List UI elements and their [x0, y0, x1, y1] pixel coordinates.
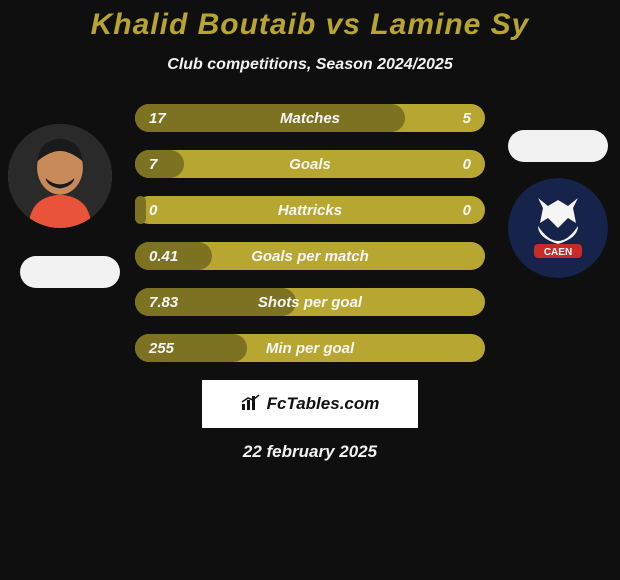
stat-label: Min per goal	[135, 340, 485, 357]
stat-bars: 17Matches57Goals00Hattricks00.41Goals pe…	[135, 104, 485, 362]
chart-icon	[241, 394, 261, 415]
avatar-svg	[8, 124, 112, 228]
footer-site-text: FcTables.com	[267, 394, 380, 414]
footer-site-badge: FcTables.com	[202, 380, 418, 428]
stat-label: Goals per match	[135, 248, 485, 265]
stat-row: 0Hattricks0	[135, 196, 485, 224]
stat-row: 7Goals0	[135, 150, 485, 178]
stat-right-value: 0	[463, 156, 471, 173]
stat-row: 7.83Shots per goal	[135, 288, 485, 316]
player-left-avatar	[8, 124, 112, 228]
comparison-infographic: Khalid Boutaib vs Lamine Sy Club competi…	[0, 0, 620, 580]
stat-right-value: 0	[463, 202, 471, 219]
page-title: Khalid Boutaib vs Lamine Sy	[0, 8, 620, 42]
stat-label: Goals	[135, 156, 485, 173]
stat-label: Hattricks	[135, 202, 485, 219]
stat-row: 0.41Goals per match	[135, 242, 485, 270]
club-banner-text: CAEN	[544, 247, 572, 258]
stat-label: Shots per goal	[135, 294, 485, 311]
footer-date: 22 february 2025	[0, 442, 620, 462]
stat-row: 17Matches5	[135, 104, 485, 132]
stat-right-value: 5	[463, 110, 471, 127]
stat-label: Matches	[135, 110, 485, 127]
subtitle: Club competitions, Season 2024/2025	[0, 56, 620, 74]
player-left-pill	[20, 256, 120, 288]
player-right-pill	[508, 130, 608, 162]
club-svg: CAEN	[508, 178, 608, 278]
player-right-club-badge: CAEN	[508, 178, 608, 278]
stat-row: 255Min per goal	[135, 334, 485, 362]
